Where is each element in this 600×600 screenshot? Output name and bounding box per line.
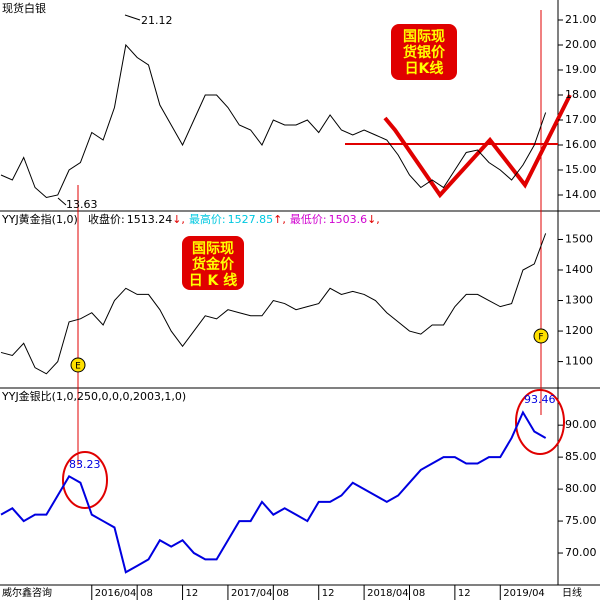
note-text: 日K线 bbox=[405, 60, 444, 77]
stat-label: 最高价: bbox=[189, 212, 226, 226]
stats: 收盘价: 1513.24↓, 最高价: 1527.85↑, 最低价: 1503.6↓, bbox=[88, 212, 380, 226]
note-text: 国际现 bbox=[192, 241, 234, 257]
y-tick-label: 75.00 bbox=[565, 514, 597, 527]
stat-suffix: ↓, bbox=[367, 213, 380, 226]
source: 威尔鑫咨询 bbox=[2, 586, 52, 599]
x-tick-label: 08 bbox=[140, 588, 153, 599]
y-tick-label: 70.00 bbox=[565, 546, 597, 559]
price-line bbox=[0, 43, 547, 199]
y-tick-label: 18.00 bbox=[565, 88, 597, 101]
note-text: 日 K 线 bbox=[189, 272, 238, 289]
stat-value: 1503.6 bbox=[329, 213, 368, 226]
y-tick-label: 20.00 bbox=[565, 38, 597, 51]
marker bbox=[70, 357, 86, 373]
stat-value: 1527.85 bbox=[228, 213, 274, 226]
y-tick-label: 80.00 bbox=[565, 482, 597, 495]
x-tick-label: 2016/04 bbox=[95, 588, 137, 599]
marker bbox=[533, 328, 549, 344]
stat-label: 收盘价: bbox=[88, 212, 125, 226]
price-line bbox=[0, 410, 547, 574]
x-tick-label: 12 bbox=[186, 588, 199, 599]
annotation: 13.63 bbox=[66, 198, 98, 211]
annotation: 93.46 bbox=[524, 393, 556, 406]
note-text: 货金价 bbox=[191, 256, 235, 273]
highlight-circle bbox=[515, 389, 565, 455]
annotation: 83.23 bbox=[69, 458, 101, 471]
x-tick-label: 2019/04 bbox=[503, 588, 545, 599]
y-tick-label: 17.00 bbox=[565, 113, 597, 126]
price-line bbox=[0, 233, 547, 375]
x-tick-label: 12 bbox=[322, 588, 335, 599]
panel-title: YYJ黄金指(1,0) bbox=[1, 212, 78, 226]
leader-line bbox=[57, 197, 67, 206]
note-text: 国际现 bbox=[403, 29, 445, 45]
note-box bbox=[182, 236, 244, 290]
trend-line bbox=[383, 94, 572, 199]
y-tick-label: 85.00 bbox=[565, 450, 597, 463]
y-tick-label: 16.00 bbox=[565, 138, 597, 151]
x-tick-label: 08 bbox=[276, 588, 289, 599]
y-tick-label: 15.00 bbox=[565, 163, 597, 176]
x-tick-label: 08 bbox=[412, 588, 425, 599]
y-tick-label: 1100 bbox=[565, 355, 593, 368]
y-tick-label: 19.00 bbox=[565, 63, 597, 76]
y-tick-label: 90.00 bbox=[565, 418, 597, 431]
y-tick-label: 1400 bbox=[565, 263, 593, 276]
annotation: 21.12 bbox=[141, 14, 173, 27]
x-tick-label: 12 bbox=[458, 588, 471, 599]
marker-label: F bbox=[538, 333, 543, 343]
note-box bbox=[391, 24, 457, 80]
x-tick-label: 2017/04 bbox=[231, 588, 273, 599]
note-text: 货银价 bbox=[402, 44, 446, 61]
y-tick-label: 14.00 bbox=[565, 188, 597, 201]
y-tick-label: 21.00 bbox=[565, 13, 597, 26]
y-tick-label: 1200 bbox=[565, 324, 593, 337]
stat-suffix: ↓, bbox=[172, 213, 185, 226]
x-tick-label: 2018/04 bbox=[367, 588, 409, 599]
y-tick-label: 1300 bbox=[565, 294, 593, 307]
stat-suffix: ↑, bbox=[273, 213, 286, 226]
marker-label: E bbox=[75, 362, 81, 372]
stat-value: 1513.24 bbox=[127, 213, 173, 226]
period: 日线 bbox=[562, 586, 582, 599]
highlight-circle bbox=[62, 451, 108, 509]
stat-label: 最低价: bbox=[290, 213, 327, 226]
leader-line bbox=[124, 14, 141, 21]
panel-title: YYJ金银比(1,0,250,0,0,0,2003,1,0) bbox=[1, 389, 186, 403]
panel-title: 现货白银 bbox=[2, 1, 46, 15]
y-tick-label: 1500 bbox=[565, 232, 593, 245]
